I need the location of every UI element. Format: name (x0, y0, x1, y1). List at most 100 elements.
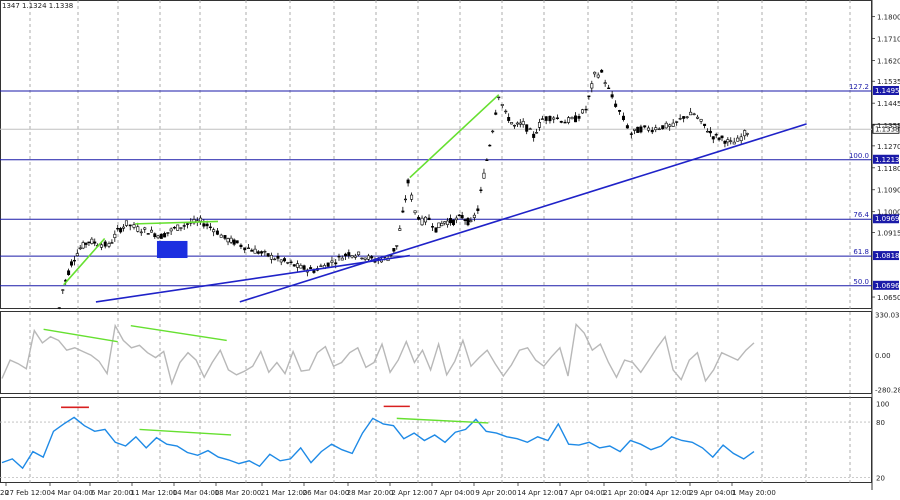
fib-price-label: 1.0818 (875, 252, 900, 260)
time-tick-label: 11 Mar 12:00 (131, 489, 178, 497)
price-tick-label: 1.1445 (877, 100, 900, 108)
candle-body (685, 116, 689, 118)
candle-body (353, 255, 357, 258)
candle-body (466, 218, 470, 226)
candle-body (299, 264, 303, 269)
candle-body (692, 113, 696, 116)
fib-level-label: 127.2 (849, 83, 869, 91)
candle-body (232, 239, 236, 245)
candle-body (521, 121, 525, 125)
time-tick-label: 24 Apr 12:00 (645, 489, 691, 497)
current-price-label: 1.1338 (875, 125, 900, 133)
candle-body (296, 263, 300, 268)
candle-body (179, 227, 183, 229)
candle-body (657, 128, 661, 130)
fib-price-label: 1.0969 (875, 215, 900, 223)
candle-body (309, 267, 313, 270)
price-tick-label: 1.1710 (877, 36, 900, 44)
candle-body (403, 198, 407, 201)
candle-body (215, 230, 219, 235)
candle-body (260, 251, 264, 254)
candle-body (247, 247, 251, 249)
candle-body (61, 289, 65, 291)
divergence-line (63, 237, 106, 286)
candle-body (269, 254, 273, 260)
candle-body (340, 257, 344, 261)
candle-body (119, 228, 123, 233)
candle-body (302, 265, 306, 270)
candle-body (266, 253, 270, 257)
time-tick-label: 17 Apr 04:00 (559, 489, 605, 497)
candle-body (548, 115, 552, 122)
candle-body (633, 128, 637, 131)
candle-body (600, 69, 604, 73)
candle-body (350, 255, 354, 258)
time-tick-label: 9 Apr 20:00 (475, 489, 516, 497)
candle-body (319, 265, 323, 267)
candle-body (366, 255, 370, 260)
candle-body (515, 122, 519, 125)
time-tick-label: 27 Feb 12:00 (5, 489, 51, 497)
fibonacci-levels: 127.2 1.1495 100.0 1.1213 76.4 1.0969 61.8 1.08… (0, 83, 900, 290)
candle-body (93, 241, 97, 244)
fib-level-label: 50.0 (853, 278, 869, 286)
candle-body (282, 258, 286, 262)
candle-body (84, 242, 88, 245)
candle-body (618, 110, 622, 112)
candle-body (116, 227, 120, 230)
candle-body (552, 117, 556, 120)
candle-body (159, 233, 163, 239)
candle-body (124, 220, 128, 226)
trend-line (239, 123, 807, 303)
price-panel[interactable] (0, 0, 872, 309)
candle-body (239, 244, 243, 248)
rsi-line (1, 416, 755, 470)
candle-body (607, 87, 611, 90)
highlight-rectangle (156, 240, 188, 259)
candle-body (567, 117, 571, 123)
candle-body (153, 233, 157, 237)
candle-body (357, 251, 361, 256)
candle-body (451, 219, 455, 226)
candle-body (463, 219, 467, 222)
candle-body (420, 217, 424, 226)
candle-body (559, 120, 563, 123)
candle-body (708, 130, 712, 134)
candle-body (460, 215, 464, 219)
candle-body (344, 253, 348, 257)
candle-body (440, 223, 444, 227)
candle-body (431, 226, 435, 228)
candle-body (739, 136, 743, 142)
candle-body (654, 127, 658, 131)
candle-body (107, 243, 111, 247)
candle-body (226, 238, 230, 243)
fib-level-label: 61.8 (853, 248, 869, 256)
candle-body (437, 222, 441, 229)
candle-body (78, 247, 82, 250)
candle-body (243, 247, 247, 251)
cci-series: 330.0361 0.00 -280.2849 (1, 312, 900, 395)
candle-body (580, 109, 584, 114)
fib-price-box (873, 85, 899, 95)
price-tick-label: 1.1800 (877, 14, 900, 22)
price-tick-label: 1.1180 (877, 165, 900, 173)
candle-body (113, 233, 117, 238)
candle-body (587, 95, 591, 97)
candle-body (610, 94, 614, 98)
time-tick-label: 7 Apr 04:00 (433, 489, 474, 497)
candle-body (625, 125, 629, 129)
candle-body (312, 270, 316, 273)
candle-body (736, 137, 740, 142)
candle-body (256, 251, 260, 254)
candle-body (535, 132, 539, 134)
candle-body (132, 224, 136, 228)
candle-body (370, 256, 374, 259)
candle-body (507, 117, 511, 121)
candle-body (263, 251, 267, 253)
rsi-panel[interactable] (0, 397, 872, 483)
fib-price-box (873, 154, 899, 164)
candle-body (434, 227, 438, 233)
candle-body (208, 226, 212, 229)
candle-body (504, 110, 508, 113)
candle-body (169, 228, 173, 232)
